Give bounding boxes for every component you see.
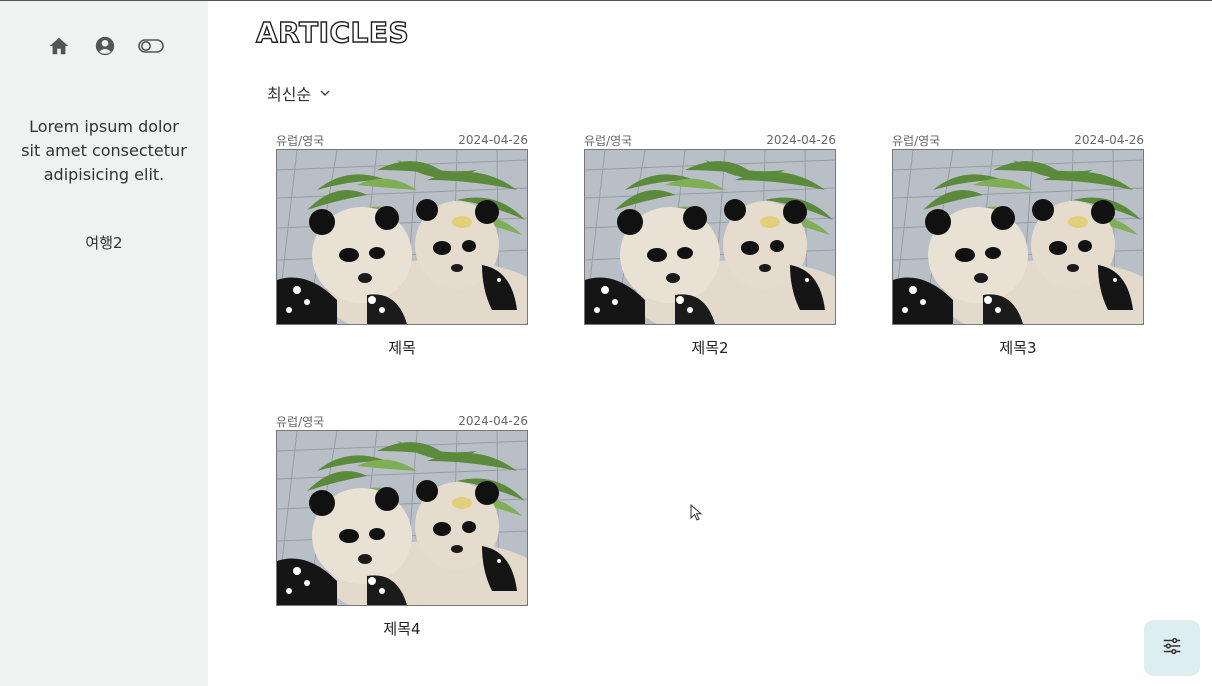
- article-date: 2024-04-26: [1074, 133, 1144, 147]
- sort-label: 최신순: [267, 85, 312, 104]
- chevron-down-icon: [319, 84, 331, 103]
- article-card[interactable]: 유럽/영국 2024-04-26 제목3: [892, 131, 1144, 358]
- toggle-icon[interactable]: [138, 34, 164, 58]
- article-category: 유럽/영국: [276, 414, 325, 429]
- article-meta: 유럽/영국 2024-04-26: [276, 412, 528, 430]
- article-date: 2024-04-26: [766, 133, 836, 147]
- user-icon[interactable]: [92, 34, 118, 58]
- sliders-icon: [1161, 635, 1183, 661]
- article-title[interactable]: 제목: [388, 339, 416, 357]
- sidebar: Lorem ipsum dolor sit amet consectetur a…: [0, 1, 208, 686]
- article-category: 유럽/영국: [276, 133, 325, 148]
- article-card[interactable]: 유럽/영국 2024-04-26 제목4: [276, 412, 528, 639]
- article-category: 유럽/영국: [584, 133, 633, 148]
- page-title: ARTICLES: [255, 15, 410, 49]
- mouse-cursor-icon: [690, 504, 703, 521]
- article-title[interactable]: 제목2: [691, 339, 729, 357]
- sort-dropdown[interactable]: 최신순: [267, 81, 331, 105]
- article-date: 2024-04-26: [458, 414, 528, 428]
- article-meta: 유럽/영국 2024-04-26: [892, 131, 1144, 149]
- sidebar-intro-text: Lorem ipsum dolor sit amet consectetur a…: [21, 117, 187, 184]
- article-title[interactable]: 제목3: [999, 339, 1037, 357]
- article-card[interactable]: 유럽/영국 2024-04-26 제목2: [584, 131, 836, 358]
- filter-settings-button[interactable]: [1144, 620, 1200, 676]
- article-thumbnail[interactable]: [276, 149, 528, 325]
- article-card[interactable]: 유럽/영국 2024-04-26 제목: [276, 131, 528, 358]
- article-thumbnail[interactable]: [584, 149, 836, 325]
- article-meta: 유럽/영국 2024-04-26: [584, 131, 836, 149]
- article-thumbnail[interactable]: [892, 149, 1144, 325]
- sidebar-item-category[interactable]: 여행2: [85, 234, 123, 252]
- sidebar-icon-bar: [46, 34, 164, 58]
- top-border: [0, 0, 1212, 1]
- article-title[interactable]: 제목4: [383, 620, 421, 638]
- article-category: 유럽/영국: [892, 133, 941, 148]
- article-thumbnail[interactable]: [276, 430, 528, 606]
- article-meta: 유럽/영국 2024-04-26: [276, 131, 528, 149]
- article-date: 2024-04-26: [458, 133, 528, 147]
- home-icon[interactable]: [46, 34, 72, 58]
